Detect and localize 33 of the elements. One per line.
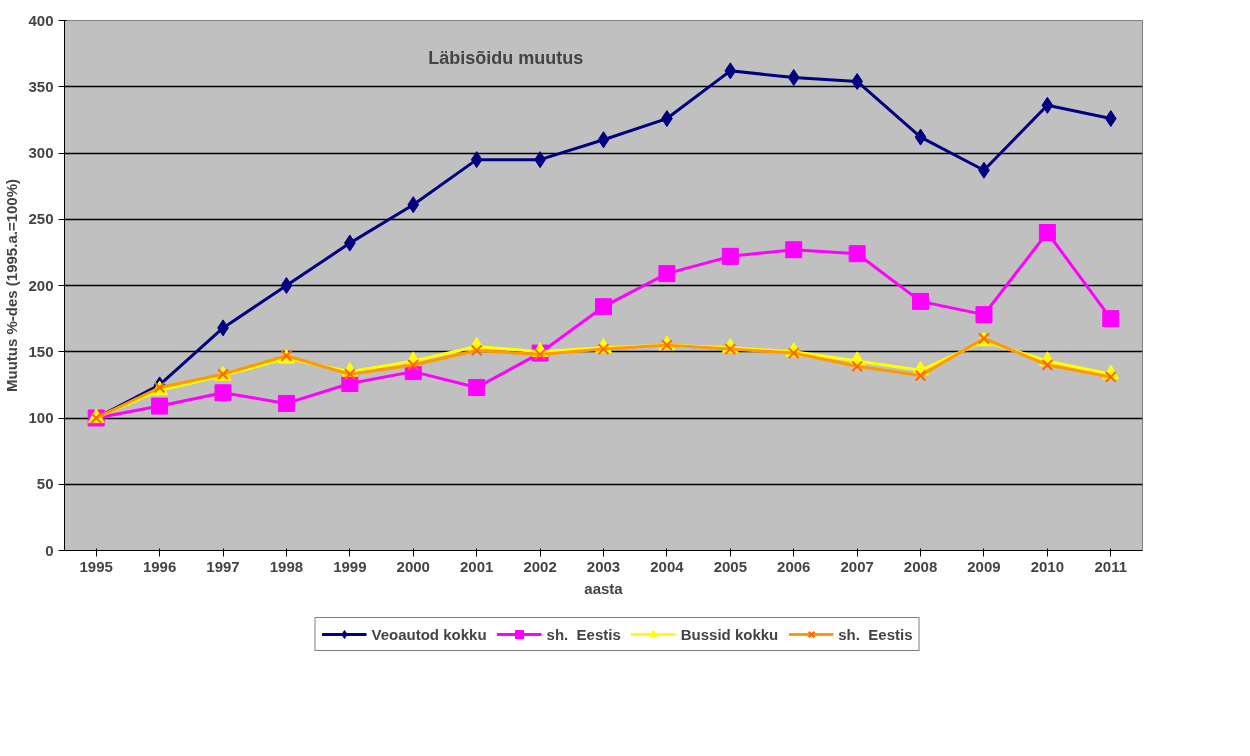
x-tick-label: 2000 [396, 557, 430, 575]
y-tick-label: 200 [28, 276, 54, 294]
x-tick-label: 2009 [967, 557, 1001, 575]
x-tick-label: 1998 [269, 557, 304, 575]
legend-label: Bussid kokku [680, 625, 779, 643]
x-tick-label: 1999 [333, 557, 367, 575]
legend-label: Veoautod kokku [371, 625, 487, 643]
legend-label: sh. Eestis [546, 625, 621, 643]
text: Läbisõidu muutus [428, 48, 584, 69]
x-tick-label: 2005 [713, 557, 748, 575]
x-tick-label: 2010 [1030, 557, 1065, 575]
x-axis-title: aasta [584, 579, 624, 597]
x-tick-label: 2011 [1094, 557, 1128, 575]
legend-label: sh. Eestis [838, 625, 913, 643]
x-tick-label: 2006 [777, 557, 811, 575]
y-tick-label: 250 [28, 210, 54, 228]
x-tick-label: 2007 [840, 557, 874, 575]
y-axis-title: Muutus %-des (1995.a.=100%) [3, 179, 21, 392]
x-tick-label: 2001 [459, 557, 494, 575]
x-tick-label: 1995 [79, 557, 113, 575]
y-tick-label: 150 [28, 342, 54, 360]
x-tick-label: 2003 [586, 557, 621, 575]
y-tick-label: 400 [28, 11, 54, 29]
y-tick-label: 350 [28, 77, 54, 95]
x-tick-label: 1996 [142, 557, 177, 575]
x-tick-label: 1997 [206, 557, 240, 575]
y-tick-label: 0 [45, 541, 54, 559]
y-tick-label: 300 [28, 144, 54, 161]
x-tick-label: 2002 [523, 557, 557, 575]
y-tick-label: 50 [36, 475, 54, 493]
x-tick-label: 2008 [903, 557, 938, 575]
y-tick-label: 100 [28, 409, 54, 426]
x-tick-label: 2004 [650, 557, 685, 575]
